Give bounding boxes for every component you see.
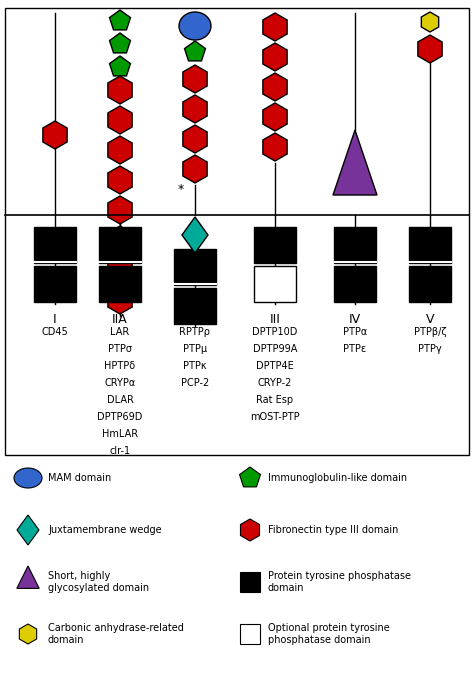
Bar	[174, 249, 216, 285]
Polygon shape	[240, 519, 260, 541]
Text: PTPα: PTPα	[343, 327, 367, 337]
Ellipse shape	[179, 12, 211, 40]
Text: Short, highly
glycosylated domain: Short, highly glycosylated domain	[48, 571, 149, 593]
Polygon shape	[108, 76, 132, 104]
Text: DPTP10D: DPTP10D	[252, 327, 298, 337]
Polygon shape	[183, 155, 207, 183]
Bar	[240, 572, 260, 592]
Text: mOST-PTP: mOST-PTP	[250, 412, 300, 422]
Bar	[240, 624, 260, 644]
Bar	[34, 227, 76, 263]
Bar	[5, 8, 469, 455]
Polygon shape	[108, 166, 132, 194]
Text: MAM domain: MAM domain	[48, 473, 111, 483]
Polygon shape	[263, 43, 287, 71]
Polygon shape	[108, 256, 132, 284]
Text: Rat Esp: Rat Esp	[256, 395, 293, 405]
Text: III: III	[270, 313, 281, 326]
Text: Carbonic anhydrase-related
domain: Carbonic anhydrase-related domain	[48, 624, 184, 645]
Bar	[334, 227, 376, 263]
Polygon shape	[263, 73, 287, 101]
Polygon shape	[17, 566, 39, 588]
Polygon shape	[109, 33, 130, 53]
Polygon shape	[333, 130, 377, 195]
Polygon shape	[108, 226, 132, 254]
Text: HmLAR: HmLAR	[102, 429, 138, 439]
Polygon shape	[108, 196, 132, 224]
Polygon shape	[183, 65, 207, 93]
Bar	[174, 288, 216, 324]
Text: CRYPα: CRYPα	[104, 378, 136, 388]
Text: DPTP99A: DPTP99A	[253, 344, 297, 354]
Polygon shape	[19, 624, 36, 644]
Polygon shape	[184, 41, 205, 61]
Text: Protein tyrosine phosphatase
domain: Protein tyrosine phosphatase domain	[268, 571, 411, 593]
Polygon shape	[263, 133, 287, 161]
Text: *: *	[178, 183, 184, 196]
Bar	[409, 227, 451, 263]
Ellipse shape	[14, 468, 42, 488]
Text: LAR: LAR	[110, 327, 129, 337]
Text: CRYP-2: CRYP-2	[258, 378, 292, 388]
Bar	[254, 227, 296, 263]
Text: IIB: IIB	[187, 313, 203, 326]
Polygon shape	[263, 103, 287, 131]
Bar	[99, 227, 141, 263]
Polygon shape	[109, 10, 130, 30]
Text: PTPγ: PTPγ	[418, 344, 442, 354]
Text: DPTP4E: DPTP4E	[256, 361, 294, 371]
Text: Immunoglobulin-like domain: Immunoglobulin-like domain	[268, 473, 407, 483]
Polygon shape	[108, 136, 132, 164]
Polygon shape	[108, 286, 132, 314]
Text: Optional protein tyrosine
phosphatase domain: Optional protein tyrosine phosphatase do…	[268, 624, 390, 645]
Polygon shape	[263, 13, 287, 41]
Polygon shape	[418, 35, 442, 63]
Text: PCP-2: PCP-2	[181, 378, 209, 388]
Bar	[409, 266, 451, 302]
Text: CD45: CD45	[42, 327, 68, 337]
Polygon shape	[109, 56, 130, 76]
Text: PTPκ: PTPκ	[183, 361, 207, 371]
Text: I: I	[53, 313, 57, 326]
Polygon shape	[183, 125, 207, 153]
Polygon shape	[182, 217, 208, 253]
Bar	[254, 266, 296, 302]
Bar	[34, 266, 76, 302]
Text: HPTPδ: HPTPδ	[104, 361, 136, 371]
Polygon shape	[183, 95, 207, 123]
Polygon shape	[239, 467, 260, 487]
Text: PTPμ: PTPμ	[183, 344, 207, 354]
Text: DLAR: DLAR	[107, 395, 134, 405]
Polygon shape	[43, 121, 67, 149]
Text: Juxtamembrane wedge: Juxtamembrane wedge	[48, 525, 162, 535]
Text: IV: IV	[349, 313, 361, 326]
Bar	[334, 266, 376, 302]
Polygon shape	[421, 12, 438, 32]
Text: RPTPρ: RPTPρ	[180, 327, 210, 337]
Text: IIA: IIA	[112, 313, 128, 326]
Text: PTPσ: PTPσ	[108, 344, 132, 354]
Text: PTPε: PTPε	[343, 344, 366, 354]
Text: Fibronectin type III domain: Fibronectin type III domain	[268, 525, 398, 535]
Polygon shape	[108, 106, 132, 134]
Text: clr-1: clr-1	[109, 446, 130, 456]
Text: PTPβ/ζ: PTPβ/ζ	[414, 327, 447, 337]
Bar	[99, 266, 141, 302]
Text: DPTP69D: DPTP69D	[97, 412, 143, 422]
Polygon shape	[17, 515, 39, 545]
Text: V: V	[426, 313, 434, 326]
